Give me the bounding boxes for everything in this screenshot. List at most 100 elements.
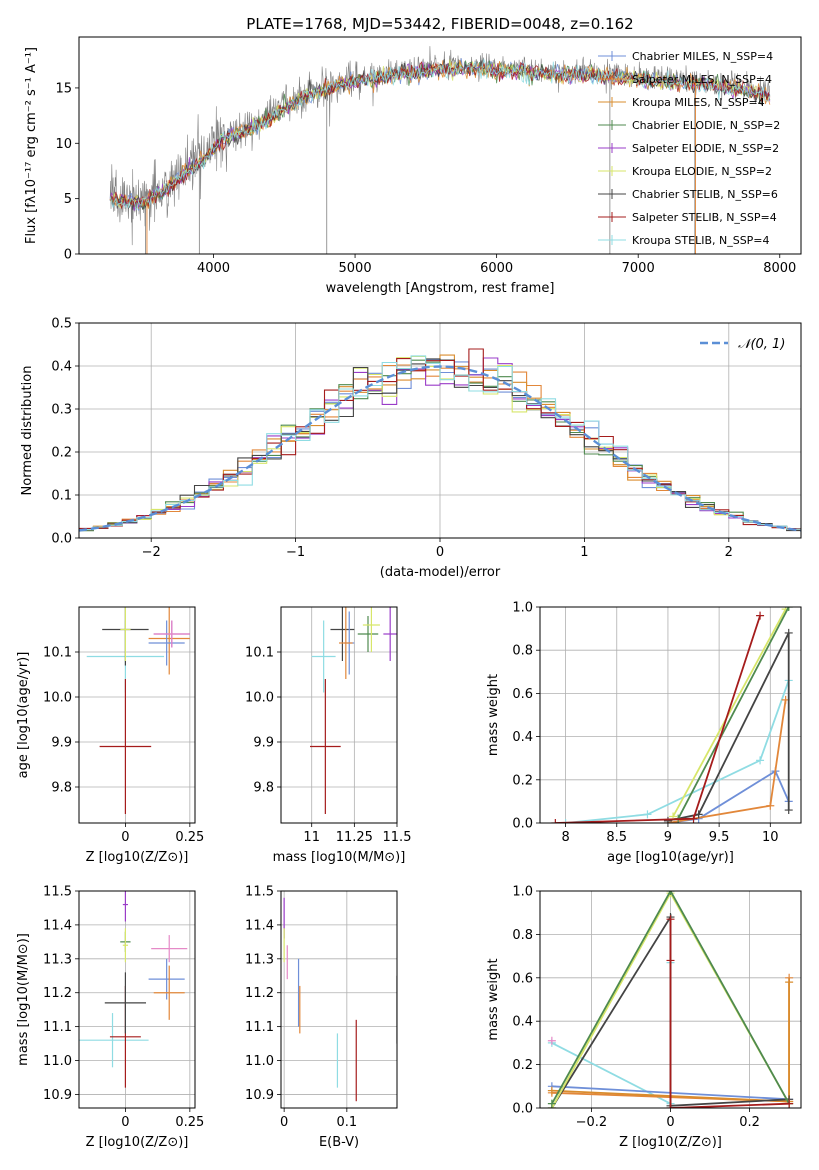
legend-label: Kroupa STELIB, N_SSP=4	[632, 234, 770, 247]
y-tick-label: 0.4	[512, 730, 533, 745]
y-tick-label: 0.2	[512, 1058, 533, 1073]
mass-weight-point	[547, 1086, 556, 1095]
mass-weight-point	[785, 978, 794, 987]
y-axis-label: mass weight	[486, 958, 501, 1040]
age_vs_Z-frame	[78, 606, 196, 824]
age_vs_Z-grid	[79, 607, 195, 823]
x-tick-label: 11.25	[336, 830, 373, 845]
error-bar-point	[339, 607, 353, 679]
x-tick-label: 4000	[197, 261, 230, 276]
x-tick-label: 0.2	[739, 1115, 760, 1130]
x-axis-label: wavelength [Angstrom, rest frame]	[326, 281, 555, 296]
model-spectrum	[109, 58, 771, 211]
x-tick-label: 8	[561, 830, 569, 845]
y-axis-label: mass [log10(M/M⊙)]	[16, 933, 31, 1066]
error-bar-point	[362, 607, 380, 652]
mass-weight-line	[551, 891, 790, 1105]
legend-label: Salpeter STELIB, N_SSP=4	[632, 211, 777, 224]
y-tick-label: 0.4	[512, 1015, 533, 1030]
x-tick-label: 1	[580, 545, 588, 560]
chart-title: PLATE=1768, MJD=53442, FIBERID=0048, z=0…	[246, 15, 633, 33]
x-tick-label: 8000	[763, 261, 796, 276]
x-tick-label: 11	[303, 830, 320, 845]
x-axis-label: Z [log10(Z/Z⊙)]	[619, 1135, 722, 1150]
x-tick-label: 9.5	[709, 830, 730, 845]
legend-label: Kroupa ELODIE, N_SSP=2	[632, 165, 772, 178]
x-tick-label: 0.25	[175, 1115, 204, 1130]
mass-weight-point	[663, 816, 672, 823]
y-tick-label: 11.4	[245, 918, 274, 933]
error-bar-point	[148, 607, 190, 675]
y-tick-label: 9.9	[51, 736, 72, 751]
y-tick-label: 11.0	[43, 1054, 72, 1069]
age_vs_mass-frame	[280, 606, 398, 824]
y-tick-label: 10.9	[245, 1088, 274, 1103]
x-tick-label: 0	[436, 545, 444, 560]
legend-label: 𝒩(0, 1)	[738, 337, 785, 352]
y-tick-label: 10.9	[43, 1088, 72, 1103]
x-tick-label: 0	[666, 1115, 674, 1130]
massweight_vs_age-grid	[540, 606, 801, 824]
y-tick-label: 0.0	[512, 817, 533, 832]
y-tick-label: 0.5	[51, 317, 72, 332]
x-axis-label: mass [log10(M/M⊙)]	[273, 850, 406, 865]
y-tick-label: 11.5	[43, 885, 72, 900]
mass-weight-point	[784, 607, 793, 611]
y-tick-label: 0.8	[512, 644, 533, 659]
y-tick-label: 10.1	[245, 646, 274, 661]
model-spectrum	[109, 61, 771, 210]
x-tick-label: 0.1	[336, 1115, 357, 1130]
error-bar-point	[120, 607, 131, 661]
mass-weight-point	[666, 915, 675, 924]
y-tick-label: 0.8	[512, 928, 533, 943]
x-tick-label: 5000	[339, 261, 372, 276]
y-tick-label: 0.6	[512, 687, 533, 702]
mass-weight-point	[756, 611, 765, 620]
y-axis-label: Flux [fλ10⁻¹⁷ erg cm⁻² s⁻¹ A⁻¹]	[24, 47, 39, 244]
y-tick-label: 0	[64, 248, 72, 263]
y-tick-label: 11.2	[43, 986, 72, 1001]
y-tick-label: 0.0	[51, 532, 72, 547]
mass_vs_Z-frame	[78, 890, 196, 1109]
massweight_vs_age-frame	[539, 606, 802, 824]
error-bar-point	[383, 607, 397, 661]
mass-weight-line	[669, 919, 790, 1108]
mass-weight-point	[561, 819, 570, 823]
legend-label: Chabrier MILES, N_SSP=4	[632, 50, 773, 63]
x-tick-label: 0	[280, 1115, 288, 1130]
mass-weight-point	[756, 756, 765, 765]
mass-weight-line	[667, 632, 790, 822]
y-tick-label: 0.1	[51, 489, 72, 504]
mass-weight-point	[666, 956, 675, 965]
y-tick-label: 11.5	[245, 885, 274, 900]
error-bar-point	[122, 928, 128, 963]
mass-weight-point	[666, 891, 675, 895]
massweight_vs_Z-frame	[539, 890, 802, 1109]
y-tick-label: 10.0	[43, 691, 72, 706]
y-tick-label: 0.2	[512, 773, 533, 788]
age_vs_mass-grid	[281, 607, 398, 823]
y-tick-label: 10.0	[245, 691, 274, 706]
y-tick-label: 9.9	[253, 736, 274, 751]
y-tick-label: 9.8	[51, 781, 72, 796]
error-bar-point	[153, 620, 190, 648]
y-tick-label: 11.2	[245, 986, 274, 1001]
x-tick-label: 7000	[622, 261, 655, 276]
x-axis-label: Z [log10(Z/Z⊙)]	[86, 1135, 189, 1150]
error-bar-point	[148, 620, 185, 666]
x-tick-label: 0	[121, 1115, 129, 1130]
x-tick-label: 0.25	[175, 830, 204, 845]
x-tick-label: 2	[725, 545, 733, 560]
x-tick-label: 0	[121, 830, 129, 845]
mass-weight-line	[551, 962, 672, 1106]
x-tick-label: −0.2	[576, 1115, 608, 1130]
legend-label: Kroupa MILES, N_SSP=4	[632, 96, 765, 109]
mass-weight-line	[672, 608, 787, 817]
legend-label: Salpeter ELODIE, N_SSP=2	[632, 142, 779, 155]
y-tick-label: 1.0	[512, 601, 533, 616]
x-tick-label: 10	[762, 830, 779, 845]
y-tick-label: 15	[55, 81, 72, 96]
x-tick-label: 8.5	[606, 830, 627, 845]
error-bar-point	[311, 620, 336, 693]
